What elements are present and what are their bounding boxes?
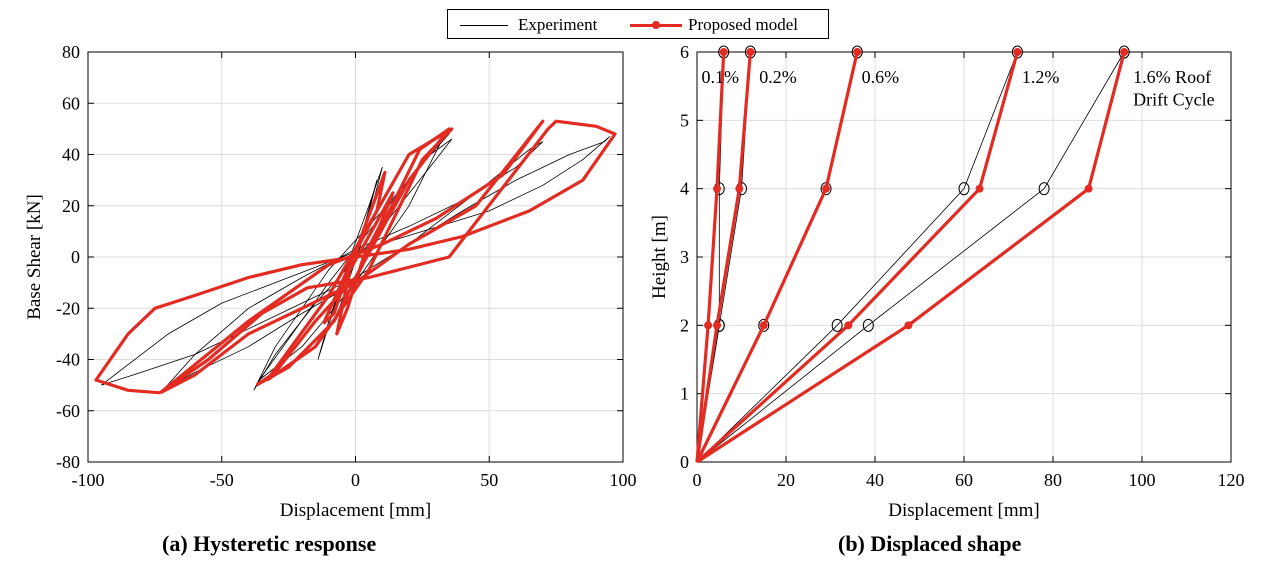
legend-model-marker: [652, 21, 660, 29]
chart-a-xtick-label: -100: [72, 470, 105, 490]
chart-b-experiment-line: [696, 51, 1125, 463]
chart-a-ytick-label: -80: [56, 452, 80, 472]
chart-a-xlabel: Displacement [mm]: [280, 500, 431, 521]
chart-b-model-line: [695, 51, 859, 463]
chart-a-experiment-line: [101, 136, 610, 386]
chart-b-xtick-label: 0: [693, 470, 702, 490]
chart-b-model-line: [695, 51, 752, 463]
chart-b-annotation: 0.1%: [701, 67, 739, 87]
chart-b-model-point: [713, 184, 722, 193]
chart-a-xtick-label: 0: [351, 470, 360, 490]
chart-b-model-point: [822, 184, 831, 193]
chart-b-annotation: 1.2%: [1022, 67, 1060, 87]
chart-a-ytick-label: 20: [62, 196, 80, 216]
chart-b-model-point: [844, 321, 853, 330]
chart-b-model-point: [719, 48, 728, 56]
chart-b-annotation: Drift Cycle: [1133, 89, 1214, 109]
chart-b-model-point: [759, 321, 768, 330]
chart-b-experiment-line: [696, 51, 1018, 463]
legend: Experiment Proposed model: [447, 9, 829, 39]
caption-b: (b) Displaced shape: [838, 531, 1022, 556]
legend-experiment-swatch: [460, 25, 508, 26]
chart-b-ytick-label: 0: [680, 452, 689, 472]
chart-a-ylabel: Base Shear [kN]: [24, 194, 45, 320]
chart-b-model-line: [695, 51, 726, 463]
chart-b-xtick-label: 120: [1218, 470, 1245, 490]
chart-a-experiment-line: [162, 141, 544, 391]
chart-b-xtick-label: 60: [955, 470, 973, 490]
chart-b-annotation: 1.6% Roof: [1133, 67, 1211, 87]
chart-a-ytick-label: -40: [56, 350, 80, 370]
chart-b-xtick-label: 100: [1129, 470, 1156, 490]
chart-b-model-point: [746, 48, 755, 56]
chart-a-ytick-label: 40: [62, 145, 80, 165]
chart-a-model-line: [265, 127, 454, 382]
chart-b-model-point: [713, 321, 722, 330]
chart-a-experiment-line: [253, 138, 453, 391]
chart-b-ytick-label: 3: [680, 247, 689, 267]
chart-b-model-point: [1084, 184, 1093, 193]
chart-b-ytick-label: 1: [680, 384, 689, 404]
chart-b-annotation: 0.6%: [862, 67, 900, 87]
chart-a-ytick-label: 60: [62, 93, 80, 113]
chart-a-model-line: [159, 119, 545, 395]
chart-b-xtick-label: 40: [866, 470, 884, 490]
chart-b-annotation: 0.2%: [759, 67, 797, 87]
chart-b-experiment-point: [958, 182, 970, 196]
chart-b-ytick-label: 4: [680, 179, 689, 199]
chart-a-xtick-label: 50: [480, 470, 498, 490]
chart-b-ytick-label: 6: [680, 42, 689, 62]
chart-b-xlabel: Displacement [mm]: [888, 500, 1039, 521]
chart-b-ylabel: Height [m]: [649, 215, 670, 299]
chart-b-model-point: [1013, 48, 1022, 56]
chart-b-xtick-label: 80: [1044, 470, 1062, 490]
chart-b-model-point: [1120, 48, 1129, 56]
chart-b-model-point: [735, 184, 744, 193]
chart-b-experiment-point: [758, 318, 770, 332]
chart-a-model-line: [335, 191, 395, 336]
chart-a-ytick-label: -20: [56, 298, 80, 318]
chart-b-model-line: [695, 51, 1019, 464]
chart-b-experiment-point: [831, 318, 843, 332]
chart-b-model-line: [696, 51, 1126, 464]
chart-b-ytick-label: 5: [680, 110, 689, 130]
legend-model-label: Proposed model: [688, 15, 799, 34]
chart-b-ytick-label: 2: [680, 315, 689, 335]
caption-a: (a) Hysteretic response: [162, 531, 377, 556]
chart-a-model-line: [94, 119, 617, 395]
chart-b-experiment-point: [862, 318, 874, 332]
chart-b-experiment-point: [1038, 182, 1050, 196]
chart-b-model-point: [904, 321, 913, 330]
chart-b-model-point: [975, 184, 984, 193]
chart-b-model-point: [853, 48, 862, 56]
chart-a-ytick-label: -60: [56, 401, 80, 421]
chart-a-ytick-label: 80: [62, 42, 80, 62]
legend-experiment-label: Experiment: [518, 15, 598, 34]
chart-a-ytick-label: 0: [71, 247, 80, 267]
chart-b-xtick-label: 20: [777, 470, 795, 490]
chart-b-model-point: [704, 321, 713, 330]
chart-a-xtick-label: -50: [210, 470, 234, 490]
chart-a-xtick-label: 100: [610, 470, 637, 490]
